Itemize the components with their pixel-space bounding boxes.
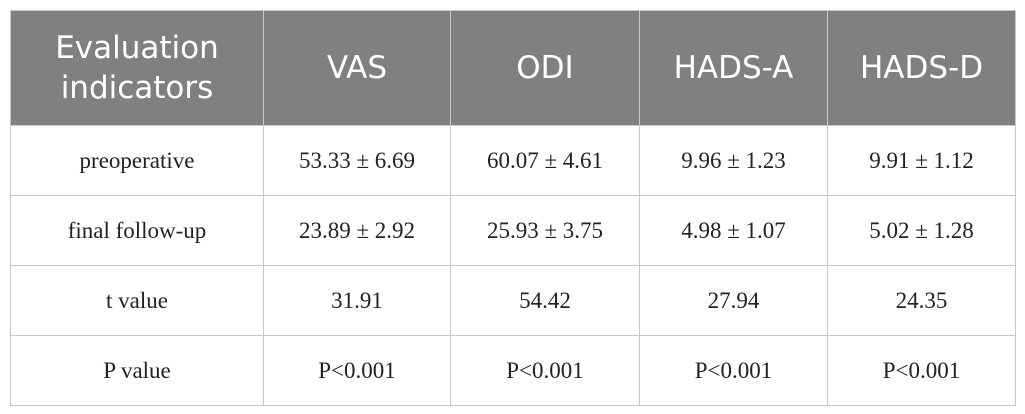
row-label: final follow-up: [10, 195, 264, 266]
data-table: Evaluation indicators VAS ODI HADS-A HADS-D …: [10, 10, 1016, 406]
table-row: t value 31.91 54.42 27.94 24.35: [10, 265, 1016, 336]
table-cell: P<0.001: [263, 335, 451, 406]
table-cell: 4.98 ± 1.07: [639, 195, 828, 266]
table-cell: 5.02 ± 1.28: [827, 195, 1016, 266]
header-row: Evaluation indicators VAS ODI HADS-A HADS-D: [10, 10, 1016, 126]
table-cell: 24.35: [827, 265, 1016, 336]
table-cell: 53.33 ± 6.69: [263, 125, 451, 196]
table-header: Evaluation indicators VAS ODI HADS-A HADS-D: [10, 10, 1016, 126]
row-label: preoperative: [10, 125, 264, 196]
table-body: preoperative 53.33 ± 6.69 60.07 ± 4.61 9.96…: [10, 125, 1016, 406]
header-cell: Evaluation indicators: [10, 10, 264, 126]
table-row: preoperative 53.33 ± 6.69 60.07 ± 4.61 9.96…: [10, 125, 1016, 196]
table-cell: 9.96 ± 1.23: [639, 125, 828, 196]
table-cell: P<0.001: [639, 335, 828, 406]
table-cell: 60.07 ± 4.61: [450, 125, 640, 196]
table-cell: 9.91 ± 1.12: [827, 125, 1016, 196]
table-row: P value P<0.001 P<0.001 P<0.001 P<0.001: [10, 335, 1016, 406]
header-cell: VAS: [263, 10, 451, 126]
header-cell: ODI: [450, 10, 640, 126]
table-cell: 23.89 ± 2.92: [263, 195, 451, 266]
row-label: t value: [10, 265, 264, 336]
header-cell: HADS-D: [827, 10, 1016, 126]
table-row: final follow-up 23.89 ± 2.92 25.93 ± 3.75 4…: [10, 195, 1016, 266]
row-label: P value: [10, 335, 264, 406]
table-cell: 27.94: [639, 265, 828, 336]
table-cell: P<0.001: [450, 335, 640, 406]
table-cell: 54.42: [450, 265, 640, 336]
table-cell: 31.91: [263, 265, 451, 336]
header-cell: HADS-A: [639, 10, 828, 126]
table-cell: P<0.001: [827, 335, 1016, 406]
table-cell: 25.93 ± 3.75: [450, 195, 640, 266]
